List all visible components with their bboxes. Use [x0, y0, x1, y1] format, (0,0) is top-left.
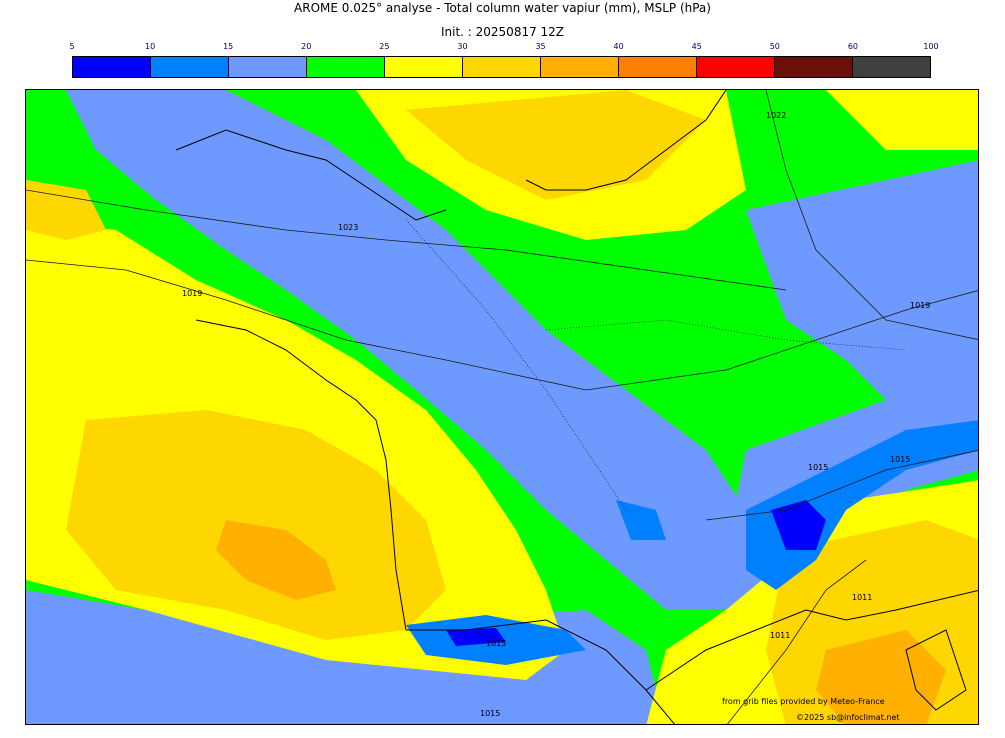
field-35-40-med	[816, 630, 946, 724]
field-15-20-north	[66, 90, 786, 610]
coastlines	[175, 90, 978, 724]
colorbar-segment	[697, 57, 775, 77]
init-time: Init. : 20250817 12Z	[440, 25, 565, 39]
colorbar-tick-label: 50	[769, 42, 780, 51]
field-15-20-east	[746, 160, 978, 420]
colorbar-segment	[541, 57, 619, 77]
isobar-label: 1015	[890, 455, 910, 464]
colorbar-tick-label: 100	[923, 42, 939, 51]
field-30-35-north	[406, 90, 706, 200]
field-10-15-massif	[616, 500, 666, 540]
field-25-30-ne	[826, 90, 978, 150]
isobar-label: 1015	[808, 463, 828, 472]
isobars	[26, 90, 978, 724]
colorbar-tick-label: 20	[301, 42, 312, 51]
colorbar-segment	[775, 57, 853, 77]
isobar-label: 1011	[852, 593, 872, 602]
colorbar-legend	[72, 56, 931, 78]
colorbar-segment	[619, 57, 697, 77]
colorbar-tick-label: 60	[847, 42, 858, 51]
admin-borders	[405, 219, 907, 511]
isobar-label: 1019	[182, 289, 202, 298]
colorbar-tick-label: 25	[379, 42, 390, 51]
colorbar-segment	[307, 57, 385, 77]
colorbar-segment	[385, 57, 463, 77]
map-canvas: 1022 1023 1019 1019 1015 1015 1015 1011 …	[26, 90, 978, 724]
credit-copyright: ©2025 sb@infoclimat.net	[796, 713, 900, 722]
colorbar-segment	[463, 57, 541, 77]
colorbar-segment	[73, 57, 151, 77]
colorbar-tick-label: 45	[691, 42, 702, 51]
chart-title: AROME 0.025° analyse - Total column wate…	[294, 1, 711, 15]
colorbar-segment	[853, 57, 930, 77]
colorbar-tick-label: 15	[223, 42, 234, 51]
map-panel: 1022 1023 1019 1019 1015 1015 1015 1011 …	[25, 89, 979, 725]
field-5-10-alps	[771, 500, 826, 550]
colorbar-tick-label: 30	[457, 42, 468, 51]
isobar-label: 1015	[480, 709, 500, 718]
colorbar-tick-label: 35	[535, 42, 546, 51]
isobar-labels: 1022 1023 1019 1019 1015 1015 1015 1011 …	[182, 111, 930, 718]
isobar-label: 1019	[910, 301, 930, 310]
field-5-10-pyrenees	[446, 628, 506, 646]
colorbar-segment	[151, 57, 229, 77]
colorbar-segment	[229, 57, 307, 77]
colorbar-tick-label: 40	[613, 42, 624, 51]
field-35-40-landes	[216, 520, 336, 600]
field-30-35-biscay	[26, 180, 106, 240]
isobar-label: 1011	[770, 631, 790, 640]
isobar-label: 1015	[486, 639, 506, 648]
isobar-label: 1023	[338, 223, 358, 232]
credit-source: from grib files provided by Meteo-France	[722, 697, 885, 706]
isobar-label: 1022	[766, 111, 786, 120]
colorbar-tick-label: 10	[144, 42, 156, 51]
colorbar-tick-label: 5	[69, 42, 75, 51]
